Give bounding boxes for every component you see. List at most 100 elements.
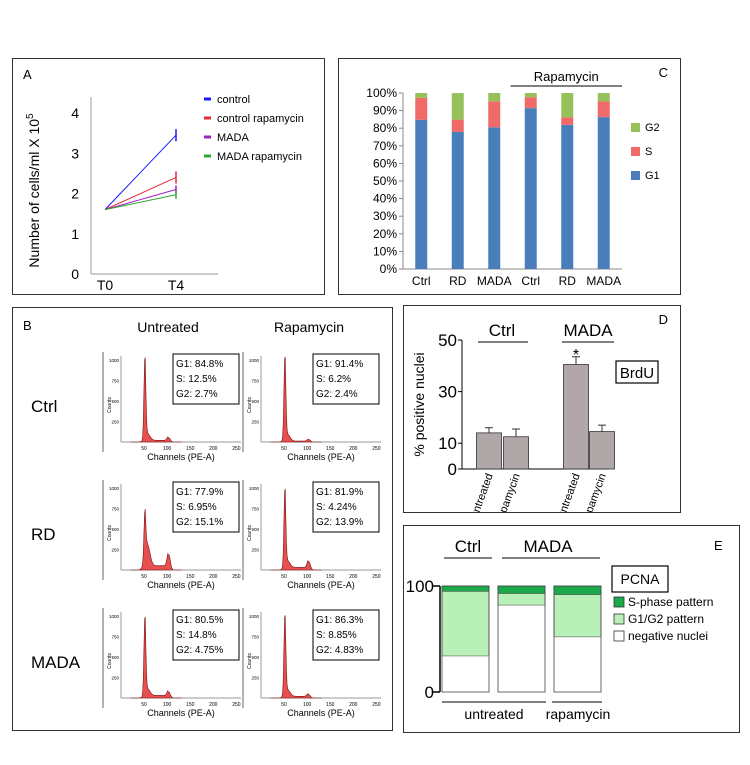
stats-box xyxy=(312,609,380,661)
stats-box xyxy=(172,481,240,533)
stats-line: G1: 77.9% xyxy=(176,487,223,498)
hist-y-axis-label: Counts xyxy=(247,653,253,669)
y-tick-label: 50 xyxy=(438,331,457,350)
y-tick-label: 30% xyxy=(373,209,397,223)
x-tick-label: T0 xyxy=(97,277,114,293)
x-tick-label: RD xyxy=(449,274,467,288)
bar-g2-0 xyxy=(415,93,428,98)
histogram-area xyxy=(130,509,182,571)
x-tick-label: untreated xyxy=(556,472,583,512)
bar-2 xyxy=(563,364,589,470)
bar-segment-2-2 xyxy=(553,585,602,595)
group-label-ctrl: Ctrl xyxy=(489,321,515,340)
bar-segment-1-0 xyxy=(498,605,545,692)
histogram-0: 250 500 750 1000 50 100 150 200 250 Counts Channel… xyxy=(102,352,241,462)
hist-x-tick-label: 150 xyxy=(326,574,335,580)
hist-x-tick-label: 50 xyxy=(281,702,287,708)
hist-x-tick-label: 100 xyxy=(303,574,312,580)
histogram-area xyxy=(270,356,322,443)
hist-x-tick-label: 250 xyxy=(372,574,381,580)
hist-y-tick-label: 1000 xyxy=(249,358,260,363)
bar-g1-4 xyxy=(561,124,574,269)
bar-g1-2 xyxy=(488,127,501,269)
hist-x-axis-label: Channels (PE-A) xyxy=(147,452,215,462)
hist-x-tick-label: 50 xyxy=(141,702,147,708)
stacked-bar-chart-e: E 100 0 Ctrl MADA untreated rapamycin PCNA S-pha… xyxy=(406,537,723,722)
hist-y-tick-label: 750 xyxy=(111,635,119,640)
annotation-brdu: BrdU xyxy=(620,365,654,382)
bar-0 xyxy=(476,432,502,470)
panel-label-a: A xyxy=(23,67,32,82)
hist-x-tick-label: 100 xyxy=(303,446,312,452)
histogram-1: 250 500 750 1000 50 100 150 200 250 Counts Channel… xyxy=(242,352,381,462)
x-tick-label: rapamycin xyxy=(494,472,523,512)
hist-x-axis-label: Channels (PE-A) xyxy=(147,708,215,718)
hist-y-tick-label: 250 xyxy=(251,420,259,425)
legend-label-3: MADA rapamycin xyxy=(217,151,302,163)
hist-y-tick-label: 750 xyxy=(111,507,119,512)
x-tick-label: Ctrl xyxy=(412,274,431,288)
legend-label-2: negative nuclei xyxy=(628,629,708,643)
bar-s-3 xyxy=(524,97,537,109)
hist-y-tick-label: 750 xyxy=(251,379,259,384)
legend-swatch-s xyxy=(631,147,640,156)
row-label-ctrl: Ctrl xyxy=(31,397,57,416)
hist-x-tick-label: 200 xyxy=(349,574,358,580)
x-tick-label: RD xyxy=(559,274,577,288)
legend-label-1: control rapamycin xyxy=(217,113,304,125)
bar-segment-0-1 xyxy=(441,591,490,657)
stats-line: G1: 80.5% xyxy=(176,615,223,626)
hist-y-tick-label: 500 xyxy=(251,655,259,660)
column-header-rapamycin: Rapamycin xyxy=(274,319,344,335)
histogram-area xyxy=(270,488,322,571)
histogram-area xyxy=(270,615,322,699)
y-tick-label: 10 xyxy=(438,434,457,453)
y-axis-label: Number of cells/ml X 105 xyxy=(25,113,42,268)
hist-y-tick-label: 500 xyxy=(111,655,119,660)
hist-x-tick-label: 100 xyxy=(163,446,172,452)
pcna-title: PCNA xyxy=(621,571,661,587)
hist-y-axis-label: Counts xyxy=(107,653,113,669)
y-tick-label: 4 xyxy=(71,105,79,121)
stats-line: S: 4.24% xyxy=(316,502,357,513)
bar-3 xyxy=(589,431,615,470)
bar-segment-0-2 xyxy=(441,585,490,592)
bar-segment-2-1 xyxy=(553,594,602,638)
histogram-2: 250 500 750 1000 50 100 150 200 250 Counts Channel… xyxy=(102,480,241,590)
panel-b: B Untreated Rapamycin Ctrl RD MADA 250 500 750 10… xyxy=(12,307,393,731)
hist-y-tick-label: 500 xyxy=(251,527,259,532)
y-tick-label: 90% xyxy=(373,104,397,118)
row-label-mada: MADA xyxy=(31,653,81,672)
y-tick-label: 0 xyxy=(448,460,457,479)
hist-x-tick-label: 250 xyxy=(232,702,241,708)
histogram-5: 250 500 750 1000 50 100 150 200 250 Counts Channel… xyxy=(242,608,381,718)
x-tick-label: T4 xyxy=(168,277,185,293)
panel-e: E 100 0 Ctrl MADA untreated rapamycin PCNA S-pha… xyxy=(403,525,740,733)
panel-label-b: B xyxy=(23,318,32,333)
bar-g2-1 xyxy=(451,93,464,120)
histogram-area xyxy=(130,357,182,443)
hist-y-axis-label: Counts xyxy=(247,525,253,541)
bar-s-0 xyxy=(415,97,428,120)
legend-label-0: control xyxy=(217,94,250,106)
y-tick-label: 60% xyxy=(373,156,397,170)
hist-x-axis-label: Channels (PE-A) xyxy=(287,708,355,718)
hist-x-tick-label: 150 xyxy=(186,446,195,452)
bar-s-1 xyxy=(451,119,464,132)
legend-label-s: S xyxy=(645,146,652,158)
hist-x-axis-label: Channels (PE-A) xyxy=(287,580,355,590)
legend-label-1: G1/G2 pattern xyxy=(628,612,704,626)
bar-outline-1 xyxy=(497,585,546,693)
hist-x-tick-label: 50 xyxy=(281,446,287,452)
hist-y-tick-label: 250 xyxy=(111,420,119,425)
stats-line: G2: 2.4% xyxy=(316,389,358,400)
x-tick-label: rapamycin xyxy=(580,472,609,512)
legend-label-g2: G2 xyxy=(645,122,660,134)
y-tick-label: 100 xyxy=(406,577,434,596)
hist-y-tick-label: 1000 xyxy=(109,614,120,619)
group-label-rapamycin: Rapamycin xyxy=(534,69,599,84)
annotation-box xyxy=(615,360,659,384)
hist-y-tick-label: 500 xyxy=(111,399,119,404)
hist-y-tick-label: 1000 xyxy=(109,358,120,363)
hist-y-tick-label: 750 xyxy=(251,635,259,640)
